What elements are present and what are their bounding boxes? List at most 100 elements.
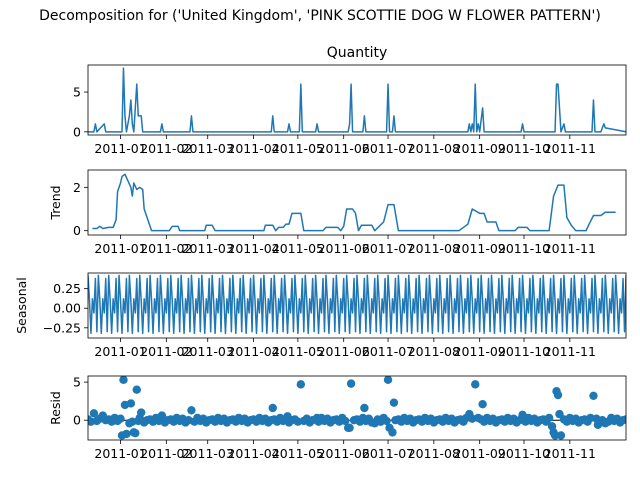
plot-area: [88, 67, 626, 133]
resid-point: [125, 419, 134, 428]
x-tick-label: 2011-08: [408, 446, 460, 461]
x-tick-label: 2011-10: [498, 344, 550, 359]
y-tick-label: −0.25: [43, 320, 81, 335]
x-tick-label: 2011-05: [272, 344, 324, 359]
y-tick-label: 2: [73, 180, 81, 195]
resid-point: [157, 411, 167, 420]
resid-point: [621, 415, 626, 424]
x-tick-label: 2011-08: [408, 344, 460, 359]
resid-point: [346, 379, 356, 388]
y-tick-label: 0: [73, 413, 81, 428]
plot-area: [88, 274, 626, 335]
resid-point: [544, 413, 554, 423]
x-tick-label: 2011-06: [318, 344, 370, 359]
x-tick-label: 2011-02: [140, 344, 192, 359]
y-axis-label: Seasonal: [14, 277, 29, 334]
x-tick-label: 2011-03: [182, 446, 234, 461]
plot-area: [88, 376, 626, 440]
resid-point: [382, 416, 391, 426]
axes-frame: [87, 375, 627, 441]
x-tick-label: 2011-09: [454, 446, 506, 461]
y-tick-label: 0: [73, 124, 81, 139]
x-tick-label: 2011-07: [362, 344, 414, 359]
x-tick-label: 2011-08: [408, 241, 460, 256]
x-tick-label: 2011-01: [94, 344, 146, 359]
resid-point: [550, 431, 560, 440]
x-tick-label: 2011-04: [227, 344, 279, 359]
resid-point: [126, 399, 136, 408]
x-tick-label: 2011-05: [272, 141, 324, 156]
resid-point: [555, 409, 564, 419]
x-tick-label: 2011-01: [94, 141, 146, 156]
y-tick-label: 0.00: [53, 301, 81, 316]
x-tick-label: 2011-09: [454, 344, 506, 359]
figure-suptitle: Decomposition for ('United Kingdom', 'PI…: [39, 8, 601, 24]
x-tick-label: 2011-11: [544, 344, 596, 359]
x-tick-label: 2011-09: [454, 141, 506, 156]
resid-point: [283, 412, 292, 421]
resid-point: [471, 380, 480, 389]
x-tick-label: 2011-03: [182, 241, 234, 256]
resid-point: [119, 376, 128, 385]
x-tick-label: 2011-11: [544, 446, 596, 461]
x-tick-label: 2011-09: [454, 241, 506, 256]
resid-point: [601, 419, 610, 428]
x-tick-label: 2011-05: [272, 241, 324, 256]
panel-trend: 022011-012011-022011-032011-042011-05201…: [48, 169, 627, 256]
x-tick-label: 2011-02: [140, 141, 192, 156]
resid-point: [370, 419, 379, 428]
resid-point: [589, 391, 598, 401]
y-tick-label: 0: [73, 223, 81, 238]
x-tick-label: 2011-06: [318, 446, 370, 461]
series-line: [92, 173, 616, 232]
y-tick-label: 5: [73, 375, 81, 390]
panel-seasonal: −0.250.000.252011-012011-022011-032011-0…: [14, 272, 627, 359]
resid-point: [268, 403, 277, 413]
axes-frame: [87, 169, 627, 236]
x-tick-label: 2011-10: [498, 241, 550, 256]
axes-frame: [87, 64, 627, 136]
x-tick-label: 2011-02: [140, 446, 192, 461]
x-tick-label: 2011-05: [272, 446, 324, 461]
panel-resid: 052011-012011-022011-032011-042011-05201…: [48, 375, 627, 461]
x-tick-label: 2011-11: [544, 141, 596, 156]
resid-point: [98, 411, 107, 420]
x-tick-label: 2011-01: [94, 241, 146, 256]
x-tick-label: 2011-01: [94, 446, 146, 461]
resid-point: [137, 408, 146, 417]
resid-point: [116, 414, 125, 423]
resid-point: [132, 385, 141, 394]
x-tick-label: 2011-10: [498, 446, 550, 461]
resid-point: [478, 399, 487, 409]
resid-point: [465, 409, 474, 419]
resid-point: [593, 420, 603, 429]
x-tick-label: 2011-06: [318, 241, 370, 256]
x-tick-label: 2011-03: [182, 141, 234, 156]
y-tick-label: 5: [73, 85, 81, 100]
resid-point: [518, 410, 527, 420]
y-axis-label: Trend: [48, 185, 63, 220]
x-tick-label: 2011-04: [227, 241, 279, 256]
y-axis-label: Resid: [48, 391, 63, 425]
resid-point: [383, 376, 393, 385]
resid-point: [296, 380, 306, 389]
x-tick-label: 2011-02: [140, 241, 192, 256]
resid-point: [553, 390, 563, 400]
resid-point: [473, 413, 483, 423]
axes-frame: [87, 272, 627, 339]
series-line: [88, 274, 626, 335]
panel-title: Quantity: [327, 45, 388, 61]
x-tick-label: 2011-07: [362, 241, 414, 256]
resid-point: [345, 423, 354, 433]
resid-point: [389, 398, 399, 407]
resid-point: [340, 416, 350, 426]
plot-area: [92, 173, 616, 232]
resid-point: [122, 429, 131, 439]
resid-point: [131, 428, 140, 438]
y-tick-label: 0.25: [53, 281, 81, 296]
x-tick-label: 2011-04: [227, 141, 279, 156]
series-line: [88, 67, 626, 133]
x-tick-label: 2011-04: [227, 446, 279, 461]
